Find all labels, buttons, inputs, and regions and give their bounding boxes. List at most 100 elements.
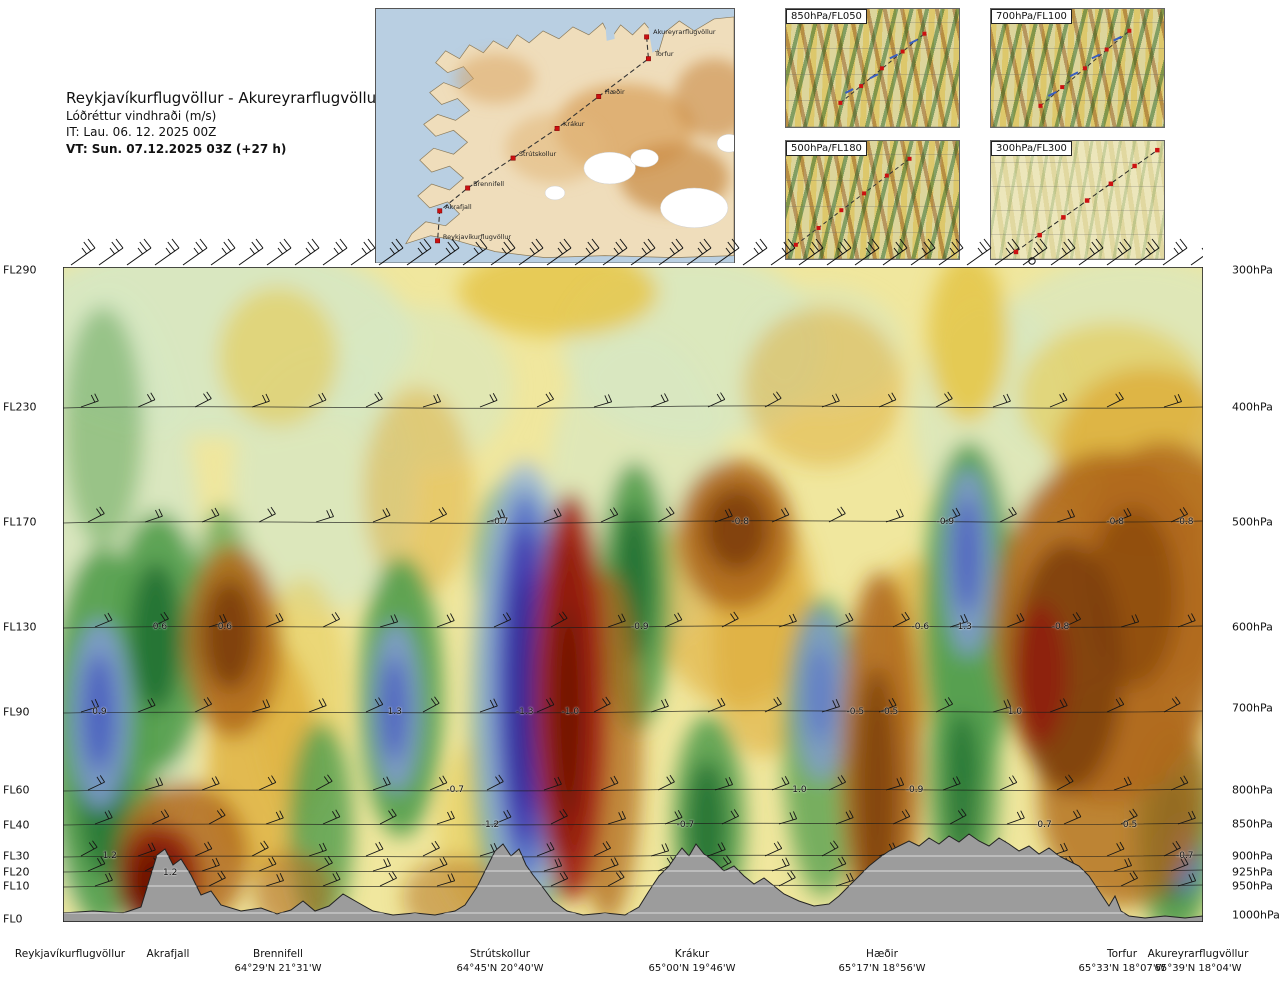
route-station-marker: [645, 56, 651, 62]
flight-level-tick: FL40: [3, 818, 30, 832]
route-station-marker: [554, 125, 560, 131]
contour-value-label: 1.2: [162, 867, 178, 878]
contour-value-label: -0.8: [731, 516, 749, 527]
route-map: [376, 9, 734, 263]
route-map-panel: Akureyrarflugvöllur Torfur Hæðir Krákur Strú…: [375, 8, 735, 263]
map-station-label: Akureyrarflugvöllur: [653, 28, 716, 37]
pressure-tick: 925hPa: [1232, 865, 1273, 879]
chart-header: Reykjavíkurflugvöllur - Akureyrarflugvöl…: [66, 88, 382, 157]
contour-value-label: -0.9: [631, 622, 649, 633]
contour-value-label: 0.9: [92, 706, 107, 717]
flight-level-tick: FL60: [3, 783, 30, 797]
flight-level-tick: FL290: [3, 263, 37, 277]
eyjafjordur-fjord: [648, 16, 659, 53]
pressure-tick: 800hPa: [1232, 783, 1273, 797]
map-station-label: Reykjavíkurflugvöllur: [442, 233, 512, 242]
contour-value-label: -0.8: [1106, 516, 1124, 527]
contour-value-label: 1.3: [957, 622, 972, 633]
panel-route-overlay: [1013, 147, 1160, 255]
panel-label: 700hPa/FL100: [991, 9, 1072, 24]
pressure-tick: 850hPa: [1232, 817, 1273, 831]
map-station-label: Hæðir: [604, 87, 625, 96]
contour-value-label: -1.0: [561, 706, 580, 717]
contour-value-label: -0.9: [936, 516, 955, 527]
map-station-label: Krákur: [563, 120, 585, 129]
contour-value-label: 0.6: [152, 622, 168, 633]
station-label: Brennifell 64°29'N 21°31'W: [234, 948, 322, 974]
flight-level-tick: FL20: [3, 865, 30, 879]
top-wind-barb-row: [70, 238, 1203, 266]
contour-value-label: 0.5: [1122, 820, 1138, 831]
flight-level-tick: FL170: [3, 515, 37, 529]
contour-value-label: -0.8: [1051, 622, 1070, 633]
route-station-marker: [435, 238, 441, 244]
contour-value-label: -1.3: [515, 706, 534, 717]
panel-label: 300hPa/FL300: [991, 141, 1072, 156]
contour-value-label: -0.9: [905, 784, 924, 795]
cross-section-plot: [63, 267, 1203, 922]
pressure-tick: 950hPa: [1232, 879, 1273, 893]
pressure-tick: 900hPa: [1232, 849, 1273, 863]
route-station-marker: [644, 34, 650, 40]
contour-value-label: -0.8: [1175, 516, 1194, 527]
contour-value-label: -0.7: [490, 516, 509, 527]
panel-route-overlay: [793, 156, 912, 247]
route-station-marker: [596, 94, 602, 99]
map-station-label: Akrafjall: [445, 202, 472, 211]
contour-value-label: -1.2: [481, 820, 500, 831]
station-label: Akrafjall: [146, 948, 190, 960]
panel-300hpa: 300hPa/FL300: [990, 140, 1165, 260]
map-terrain-tint: [455, 53, 734, 213]
flight-level-tick: FL10: [3, 879, 30, 893]
pressure-tick: 1000hPa: [1232, 908, 1280, 922]
panel-route-overlay: [838, 31, 927, 105]
contour-value-label: 0.7: [1037, 820, 1052, 831]
skagafjordur-fjord: [604, 16, 615, 41]
pressure-tick: 600hPa: [1232, 620, 1273, 634]
route-station-marker: [465, 185, 471, 191]
page-title: Reykjavíkurflugvöllur - Akureyrarflugvöl…: [66, 89, 383, 107]
plot-border: [63, 267, 1203, 922]
panel-500hpa: 500hPa/FL180: [785, 140, 960, 260]
flight-level-axis: FL290 FL230 FL170 FL130 FL90 FL60 FL40 FL30 FL20…: [0, 263, 58, 926]
contour-value-label: -0.7: [446, 784, 464, 795]
station-label: Krákur 65°00'N 19°46'W: [648, 948, 736, 974]
contour-value-label: 1.0: [792, 784, 807, 795]
pressure-axis: 300hPa 400hPa 500hPa 600hPa 700hPa 800hPa 850h…: [1232, 263, 1280, 922]
panel-label: 500hPa/FL180: [786, 141, 867, 156]
panel-route-overlay: [1038, 28, 1132, 108]
contour-value-label: 0.6: [217, 622, 233, 633]
station-label: Strútskollur 64°45'N 20°40'W: [456, 948, 544, 974]
station-label: Akureyrarflugvöllur 65°39'N 18°04'W: [1147, 948, 1249, 974]
flight-level-tick: FL90: [3, 705, 30, 719]
flight-level-tick: FL230: [3, 400, 37, 414]
contour-value-label: -0.6: [911, 622, 930, 633]
flight-level-tick: FL30: [3, 849, 30, 863]
contour-value-label: -0.5: [880, 706, 899, 717]
flight-level-tick: FL0: [3, 912, 23, 926]
contour-labels-layer: -0.7 -0.8 -0.9 -0.8 -0.8 0.6 0.6 -0.9 -0.6 1.3 -0.…: [63, 267, 1203, 922]
parameter-label: Lóðréttur vindhraði (m/s): [66, 109, 217, 124]
contour-value-label: -0.5: [846, 706, 865, 717]
pressure-tick: 300hPa: [1232, 263, 1273, 277]
route-station-marker: [510, 155, 516, 161]
station-label: Reykjavíkurflugvöllur: [14, 948, 126, 960]
glaciers: [544, 134, 734, 229]
panel-700hpa: 700hPa/FL100: [990, 8, 1165, 128]
flight-level-tick: FL130: [3, 620, 37, 634]
map-station-label: Strútskollur: [518, 149, 557, 158]
panel-850hpa: 850hPa/FL050: [785, 8, 960, 128]
route-station-marker: [437, 208, 443, 214]
route-line-and-markers: [435, 34, 651, 244]
panel-label: 850hPa/FL050: [786, 9, 867, 24]
calm-wind-circle: [1028, 257, 1036, 265]
contour-value-label: 1.0: [1007, 706, 1023, 717]
pressure-tick: 700hPa: [1232, 701, 1273, 715]
pressure-tick: 500hPa: [1232, 515, 1273, 529]
station-label: Hæðir 65°17'N 18°56'W: [838, 948, 926, 974]
map-station-label: Brennifell: [473, 180, 505, 189]
valid-time: VT: Sun. 07.12.2025 03Z (+27 h): [66, 141, 287, 156]
contour-value-label: -0.7: [1175, 850, 1194, 861]
station-axis: Reykjavíkurflugvöllur Akrafjall Brennifell…: [0, 948, 1280, 981]
